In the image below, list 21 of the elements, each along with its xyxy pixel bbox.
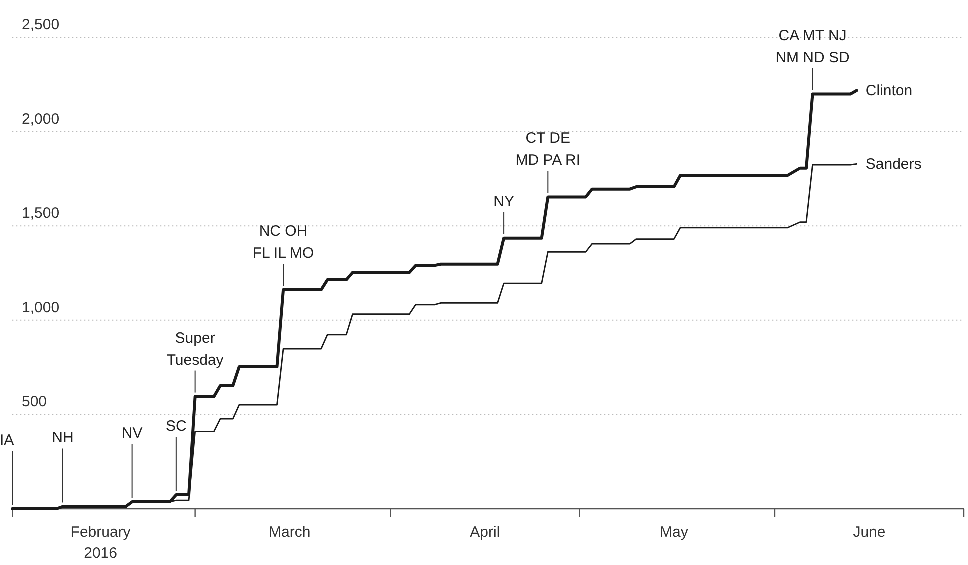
x-tick-label: May — [660, 524, 689, 541]
series-label: Sanders — [866, 156, 922, 174]
series-label: Clinton — [866, 82, 913, 100]
x-tick-label: February 2016 — [70, 524, 132, 562]
annotation: SC — [166, 418, 187, 436]
annotation: NV — [122, 425, 143, 442]
annotation: NH — [52, 430, 74, 447]
y-tick-label: 2,000 — [22, 110, 60, 128]
y-tick-label: 1,500 — [22, 205, 60, 222]
annotation: CT DE MD PA RI — [516, 130, 581, 170]
x-tick-label: March — [268, 524, 311, 541]
x-tick-label: April — [470, 524, 500, 541]
annotation: NY — [494, 193, 514, 210]
annotation: NC OH FL IL MO — [252, 223, 314, 262]
y-tick-label: 2,500 — [22, 16, 60, 34]
annotation: Super Tuesday — [166, 330, 224, 369]
x-tick-label: June — [853, 524, 886, 541]
y-tick-label: 500 — [22, 394, 48, 411]
annotation: CA MT NJ NM ND SD — [776, 27, 850, 66]
annotation: IA — [0, 432, 14, 449]
y-tick-label: 1,000 — [22, 299, 60, 316]
